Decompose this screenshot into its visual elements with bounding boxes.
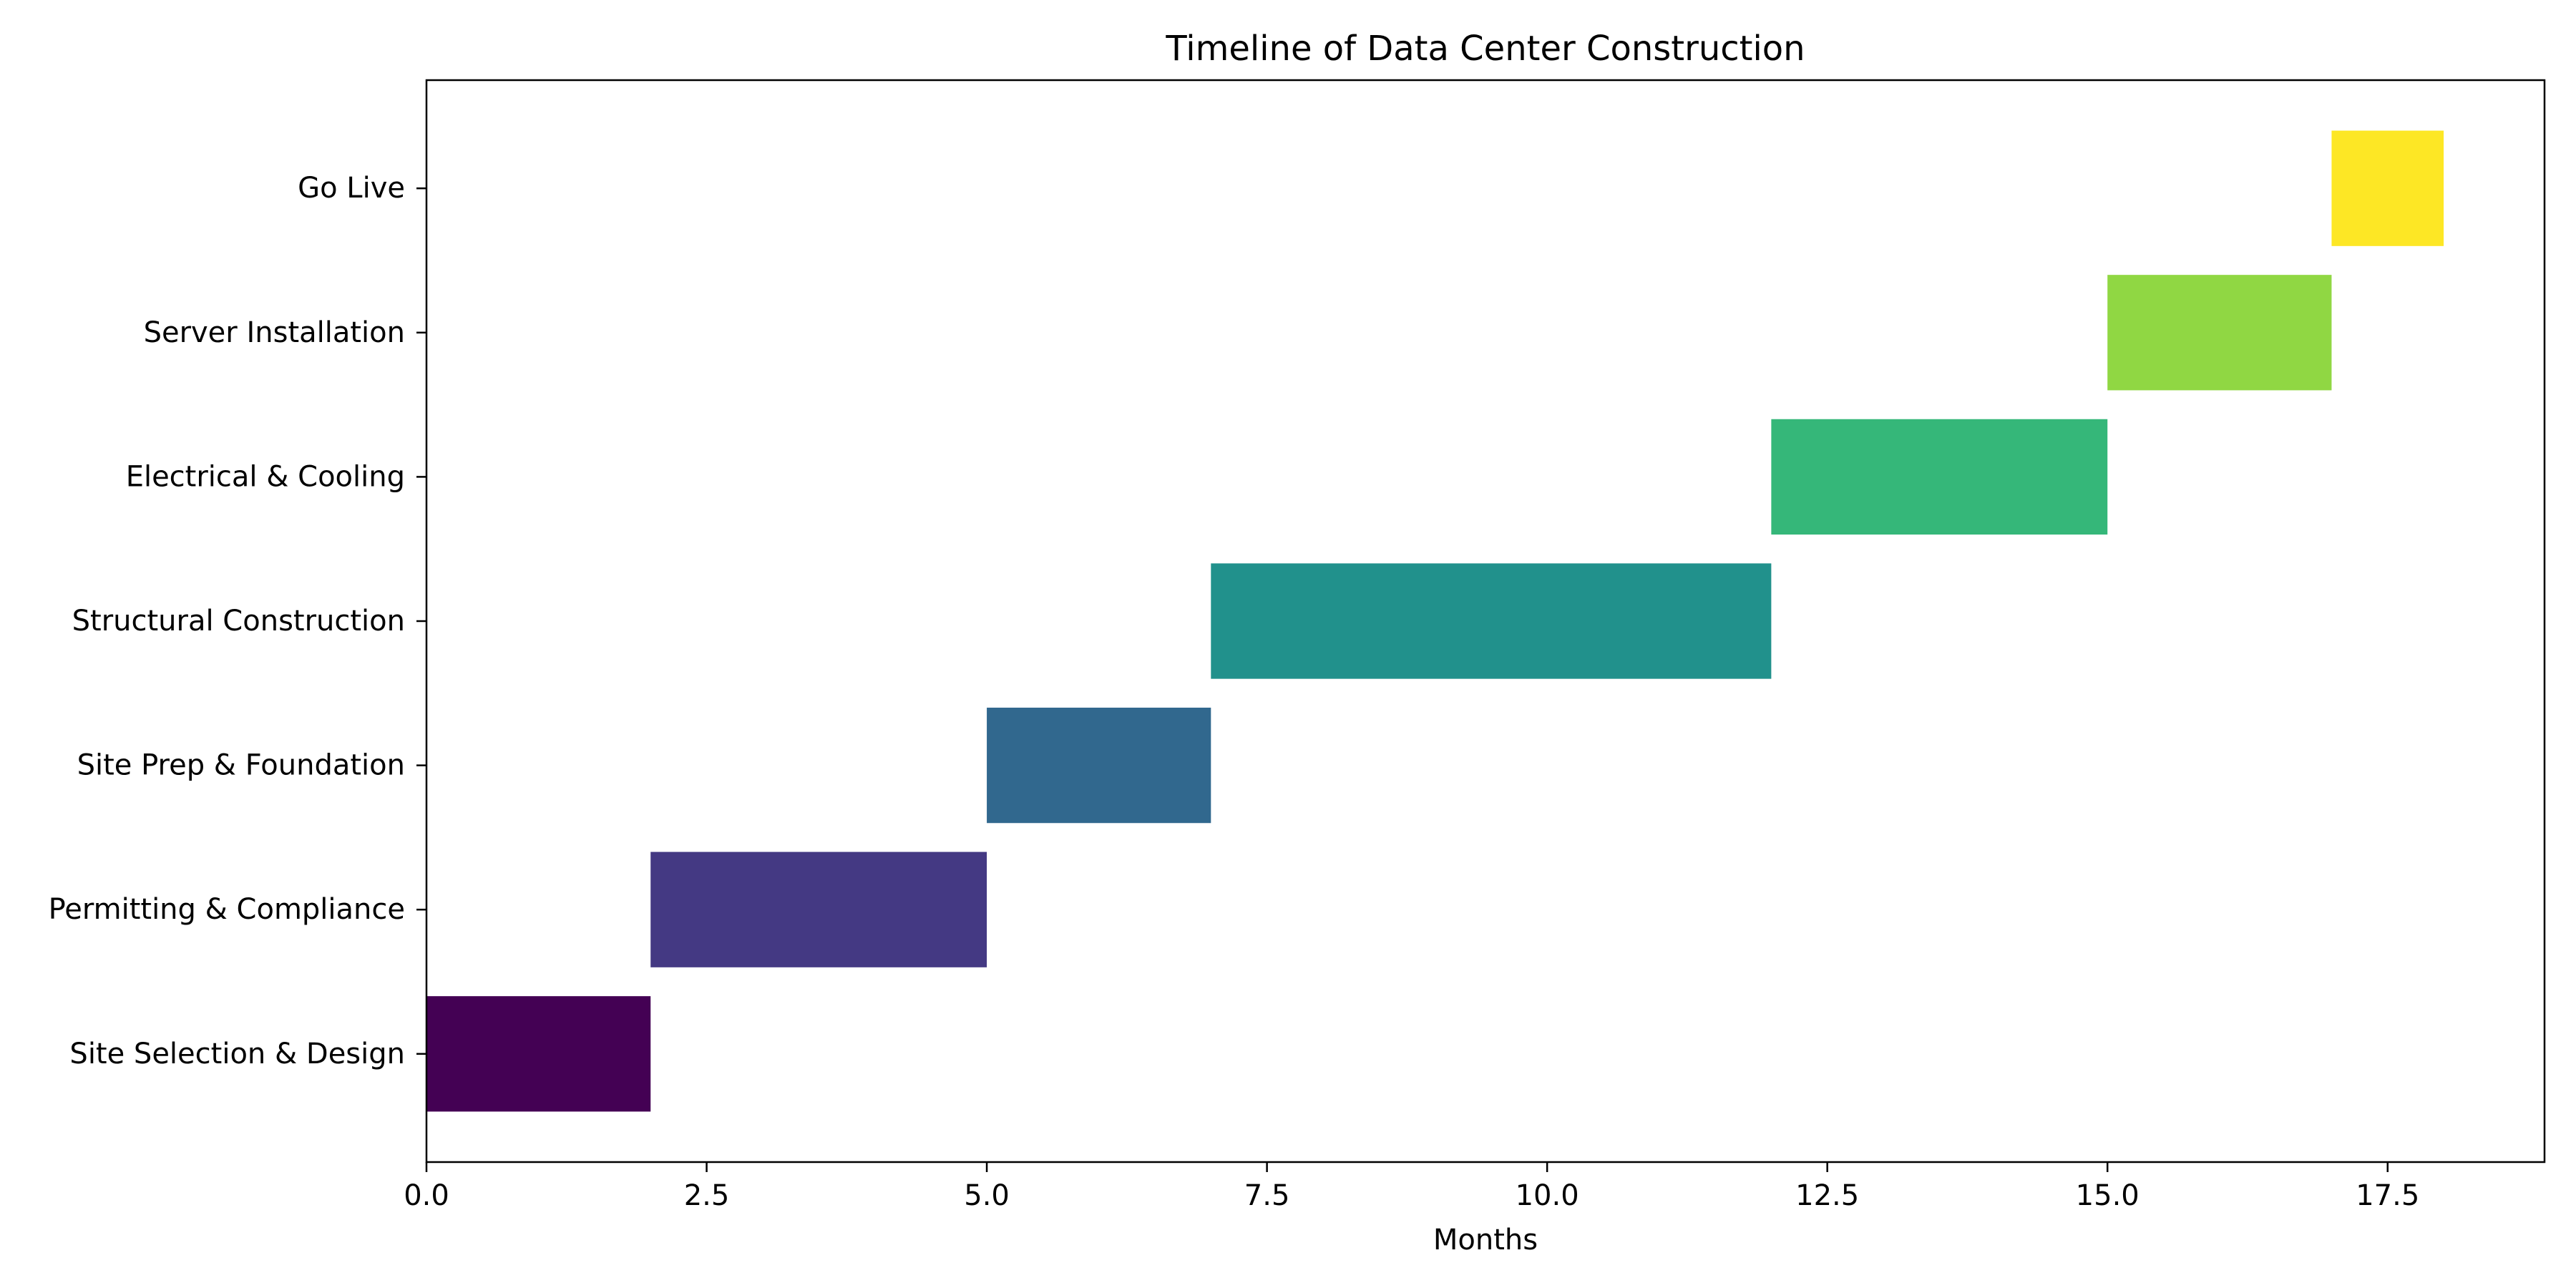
y-axis: Site Selection & Design Permitting & Comp… (49, 172, 426, 1070)
plot-frame (425, 79, 2546, 1163)
bar-site-prep-foundation (987, 707, 1211, 824)
x-tick-label: 15.0 (2076, 1179, 2140, 1212)
bar-go-live (2331, 130, 2444, 246)
x-tick-label: 10.0 (1516, 1179, 1579, 1212)
bar-electrical-cooling (1771, 419, 2108, 535)
x-axis: 0.0 2.5 5.0 7.5 10.0 12.5 15.0 17.5 (404, 1162, 2419, 1212)
bar-structural-construction (1211, 563, 1772, 679)
bar-permitting-compliance (650, 852, 987, 967)
y-tick-label: Go Live (298, 172, 405, 205)
x-tick-label: 5.0 (964, 1179, 1010, 1212)
y-tick-label: Site Prep & Foundation (77, 749, 405, 782)
x-tick-label: 0.0 (404, 1179, 449, 1212)
chart-title: Timeline of Data Center Construction (1165, 29, 1805, 69)
y-tick-label: Server Installation (144, 316, 405, 349)
y-tick-label: Electrical & Cooling (126, 460, 405, 493)
y-tick-label: Site Selection & Design (69, 1038, 405, 1070)
x-tick-label: 7.5 (1244, 1179, 1290, 1212)
x-tick-label: 2.5 (684, 1179, 730, 1212)
y-tick-label: Structural Construction (72, 605, 405, 638)
y-tick-label: Permitting & Compliance (49, 893, 405, 926)
x-axis-label: Months (1433, 1224, 1538, 1257)
x-tick-label: 17.5 (2356, 1179, 2419, 1212)
bar-site-selection-design (426, 996, 651, 1112)
bars-layer (426, 130, 2444, 1112)
x-tick-label: 12.5 (1795, 1179, 1859, 1212)
bar-server-installation (2107, 275, 2332, 391)
